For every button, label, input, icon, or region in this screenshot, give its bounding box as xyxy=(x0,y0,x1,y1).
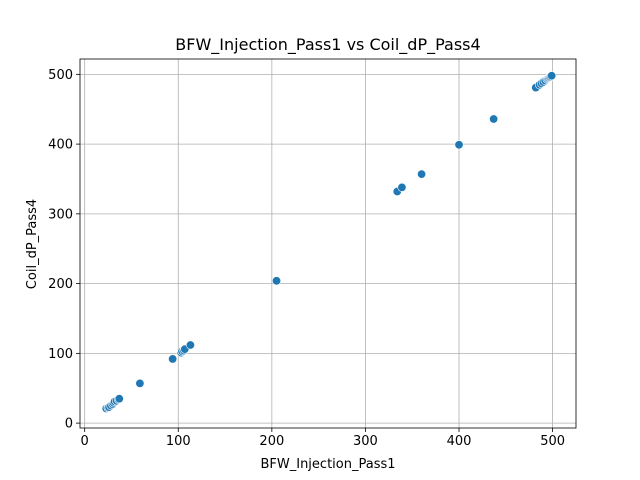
x-tick-label: 0 xyxy=(81,434,89,449)
axes-frame xyxy=(79,58,577,429)
y-tick-label: 100 xyxy=(48,347,73,362)
x-tick-label: 400 xyxy=(447,434,472,449)
data-point xyxy=(185,340,195,350)
x-tick-label: 500 xyxy=(540,434,565,449)
data-point xyxy=(397,182,407,192)
x-tick-label: 200 xyxy=(259,434,284,449)
x-tick-label: 100 xyxy=(166,434,191,449)
data-point xyxy=(272,276,282,286)
chart-title: BFW_Injection_Pass1 vs Coil_dP_Pass4 xyxy=(175,35,480,55)
y-tick-label: 0 xyxy=(65,417,73,432)
x-axis-ticks: 0 100 200 300 400 500 xyxy=(81,428,565,449)
data-point xyxy=(168,354,178,364)
data-point xyxy=(547,71,557,81)
y-tick-label: 500 xyxy=(48,68,73,83)
x-axis-label: BFW_Injection_Pass1 xyxy=(260,457,395,472)
x-tick-label: 300 xyxy=(353,434,378,449)
data-point xyxy=(417,169,427,179)
data-points xyxy=(101,71,557,413)
y-tick-label: 400 xyxy=(48,138,73,153)
data-point xyxy=(114,394,124,404)
y-axis-label: Coil_dP_Pass4 xyxy=(25,199,40,289)
data-point xyxy=(135,378,145,388)
y-axis-ticks: 0 100 200 300 400 500 xyxy=(48,68,80,432)
y-tick-label: 200 xyxy=(48,277,73,292)
grid xyxy=(80,59,576,428)
data-point xyxy=(489,114,499,124)
data-point xyxy=(454,140,464,150)
y-tick-label: 300 xyxy=(48,207,73,222)
